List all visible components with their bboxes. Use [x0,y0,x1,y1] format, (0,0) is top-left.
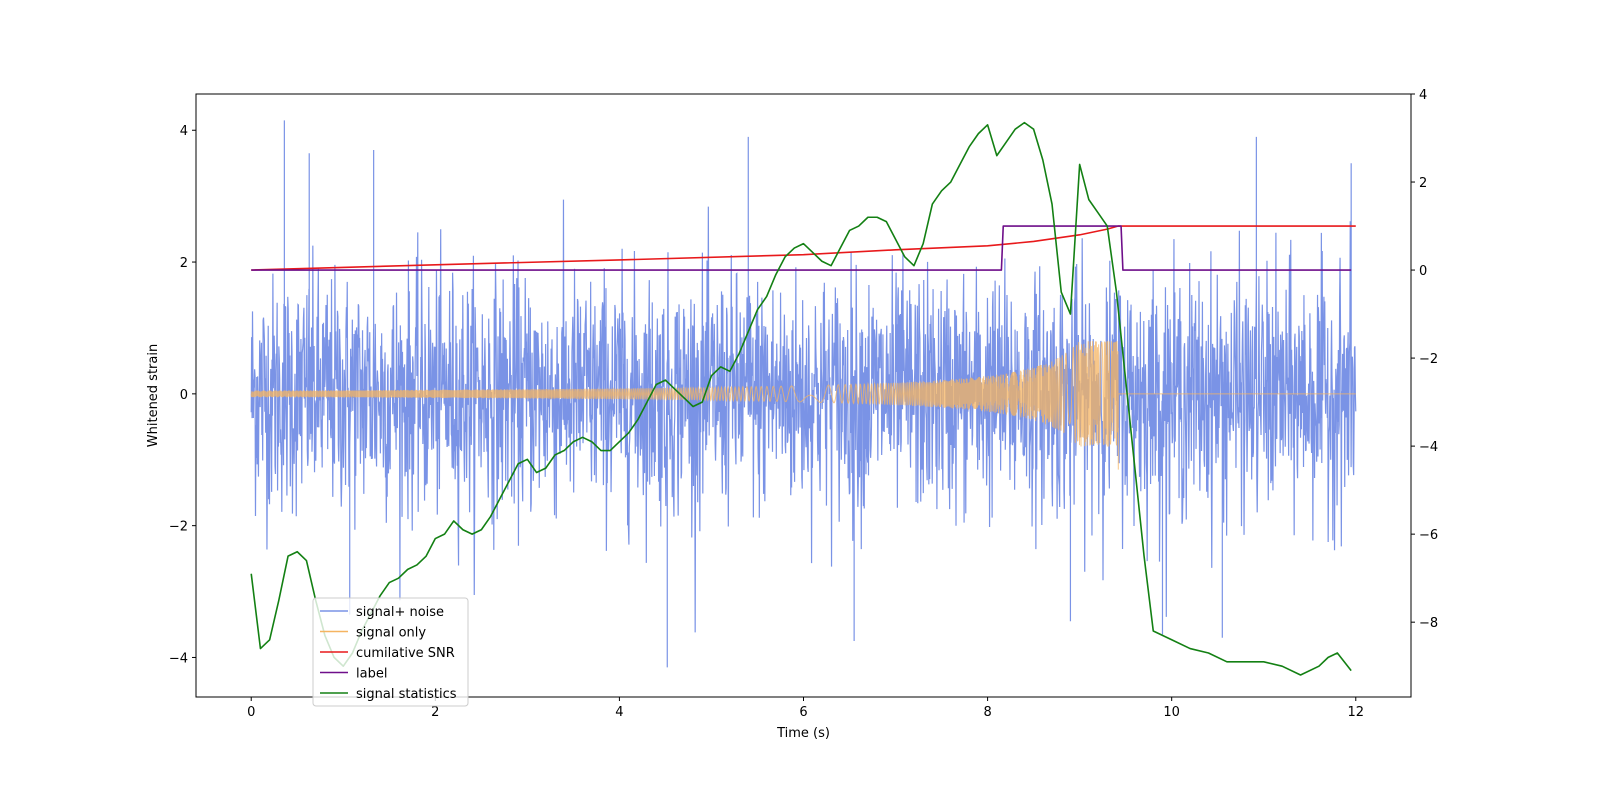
legend-label: label [356,667,387,682]
y2-tick-label: −4 [1419,440,1438,455]
axes: 0 2 4 6 8 10 12 −4 −2 0 2 4 −8 −6 −4 −2 0 2 4 [169,88,1438,720]
y-tick-label: −2 [169,520,188,535]
x-axis-label: Time (s) [776,726,830,741]
y-tick-label: −4 [169,651,188,666]
y2-tick-label: 0 [1419,264,1427,279]
series-signal-only-line [250,341,1356,470]
x-tick-label: 6 [799,705,807,720]
series-label-line [251,225,1352,271]
x-tick-label: 12 [1347,705,1364,720]
plot-area [250,120,1357,676]
x-tick-label: 2 [431,705,439,720]
series-group [250,120,1357,676]
y-tick-label: 0 [180,388,188,403]
x-tick-label: 10 [1163,705,1180,720]
legend-label: cumilative SNR [356,646,455,661]
legend-label: signal only [356,626,426,641]
legend-label: signal+ noise [356,605,444,620]
x-tick-label: 8 [983,705,991,720]
y2-tick-label: 2 [1419,176,1427,191]
y2-tick-label: −8 [1419,616,1438,631]
legend-box [312,597,469,707]
y2-tick-label: 4 [1419,88,1427,103]
y-tick-label: 4 [180,124,188,139]
y2-tick-label: −6 [1419,528,1438,543]
legend: signal+ noise signal only cumilative SNR la… [312,597,469,707]
y2-tick-label: −2 [1419,352,1438,367]
x-tick-label: 4 [615,705,623,720]
legend-label: signal statistics [356,687,457,702]
y-tick-label: 2 [180,256,188,271]
x-tick-label: 0 [247,705,255,720]
y-axis-label: Whitened strain [146,344,161,447]
series-signal-noise-line [250,120,1357,668]
series-signal-statistics-line [250,121,1352,676]
